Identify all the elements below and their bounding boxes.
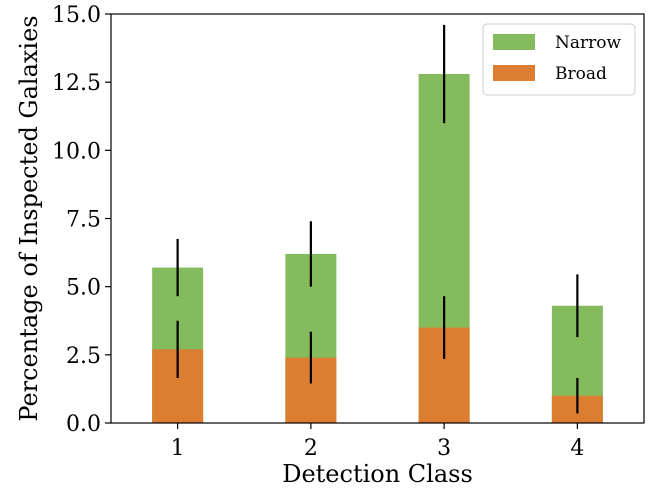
y-tick-label: 7.5	[66, 208, 101, 233]
y-tick-label: 12.5	[52, 71, 101, 96]
y-tick-label: 2.5	[66, 344, 101, 369]
x-tick-label: 4	[570, 436, 584, 461]
legend-swatch-broad	[493, 65, 535, 81]
y-tick-label: 10.0	[52, 139, 101, 164]
x-tick-label: 2	[304, 436, 318, 461]
x-tick-label: 1	[171, 436, 185, 461]
y-tick-label: 15.0	[52, 3, 101, 28]
axes-layer: 0.0 2.5 5.0 7.5 10.0 12.5 15.0 1 2 3 4 Detection Cl…	[15, 3, 645, 488]
legend-label-narrow: Narrow	[555, 33, 621, 53]
legend: Narrow Broad	[482, 23, 636, 96]
x-axis-title: Detection Class	[282, 460, 473, 488]
y-tick-label: 0.0	[66, 412, 101, 437]
x-tick-label: 3	[437, 436, 451, 461]
legend-label-broad: Broad	[555, 64, 607, 84]
y-tick-label: 5.0	[66, 276, 101, 301]
y-axis-title: Percentage of Inspected Galaxies	[15, 15, 43, 421]
error-bars-layer	[176, 24, 579, 414]
legend-swatch-narrow	[493, 34, 535, 50]
bars-layer	[152, 73, 603, 423]
